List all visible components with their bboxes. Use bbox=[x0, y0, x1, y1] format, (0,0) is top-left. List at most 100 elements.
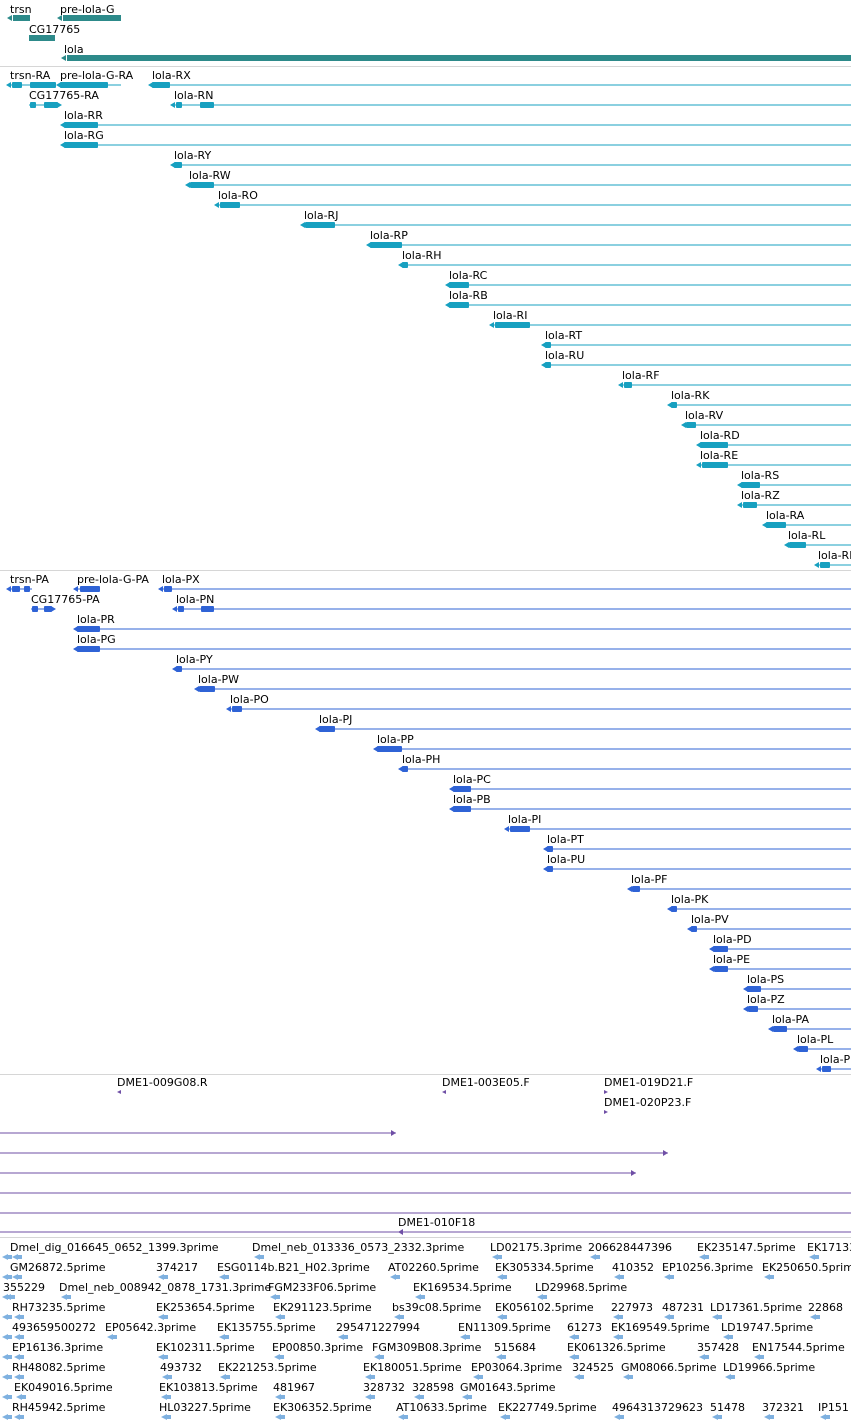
protein-feature[interactable]: lola-PD bbox=[709, 933, 851, 952]
protein-feature[interactable]: lola-PA bbox=[768, 1013, 851, 1032]
est-feature[interactable]: 410352 bbox=[612, 1261, 654, 1280]
gene-feature[interactable]: trsn bbox=[7, 3, 32, 21]
transcript-feature[interactable]: lola-RE bbox=[696, 449, 851, 468]
est-feature[interactable]: EK291123.5prime bbox=[273, 1301, 372, 1320]
transcript-feature[interactable]: lola-RC bbox=[445, 269, 851, 288]
est-feature[interactable]: e bbox=[0, 1301, 12, 1320]
est-feature[interactable]: bs39c08.5prime bbox=[392, 1301, 482, 1320]
est-feature[interactable]: FGM233F06.5prime bbox=[268, 1281, 376, 1300]
transcript-feature[interactable]: lola-RZ bbox=[737, 489, 851, 508]
est-feature[interactable]: e bbox=[0, 1361, 12, 1380]
protein-feature[interactable]: lola-PX bbox=[158, 573, 851, 592]
transcript-feature[interactable]: lola-RP bbox=[366, 229, 851, 248]
est-feature[interactable]: EK169534.5prime bbox=[413, 1281, 512, 1300]
est-feature[interactable]: EK253654.5prime bbox=[156, 1301, 255, 1320]
est-feature[interactable]: 328598 bbox=[412, 1381, 454, 1400]
est-feature[interactable]: AT02260.5prime bbox=[388, 1261, 479, 1280]
transcript-feature[interactable]: lola-RU bbox=[541, 349, 851, 368]
est-feature[interactable]: 357428 bbox=[697, 1341, 739, 1360]
est-feature[interactable]: 515684 bbox=[494, 1341, 536, 1360]
protein-feature[interactable]: lola-PG bbox=[73, 633, 851, 652]
est-feature[interactable]: Dmel_neb_013336_0573_2332.3prime bbox=[252, 1241, 464, 1260]
clone-feature[interactable]: DME1-020P23.F bbox=[604, 1096, 691, 1114]
est-feature[interactable]: 487231 bbox=[662, 1301, 704, 1320]
est-feature[interactable]: EK061326.5prime bbox=[567, 1341, 666, 1360]
transcript-feature[interactable]: lola-RD bbox=[696, 429, 851, 448]
gene-feature[interactable]: CG17765 bbox=[29, 23, 80, 41]
est-feature[interactable]: EP16136.3prime bbox=[12, 1341, 103, 1360]
est-feature[interactable]: Dmel_dig_016645_0652_1399.3prime bbox=[10, 1241, 219, 1260]
est-feature[interactable]: RH48082.5prime bbox=[12, 1361, 106, 1380]
est-feature[interactable]: e bbox=[0, 1261, 12, 1280]
est-feature[interactable]: EK17133 bbox=[807, 1241, 851, 1260]
est-feature[interactable]: EK135755.5prime bbox=[217, 1321, 316, 1340]
est-feature[interactable]: 493659500272 bbox=[12, 1321, 96, 1340]
protein-feature[interactable]: lola-PT bbox=[543, 833, 851, 852]
est-feature[interactable]: 328732 bbox=[363, 1381, 405, 1400]
est-feature[interactable]: 206628447396 bbox=[588, 1241, 672, 1260]
est-feature[interactable]: EK306352.5prime bbox=[273, 1401, 372, 1420]
est-feature[interactable]: 481967 bbox=[273, 1381, 315, 1400]
est-feature[interactable]: EK227749.5prime bbox=[498, 1401, 597, 1420]
est-feature[interactable]: 372321 bbox=[762, 1401, 804, 1420]
est-feature[interactable]: 227973 bbox=[611, 1301, 653, 1320]
transcript-feature[interactable]: lola-RS bbox=[737, 469, 851, 488]
gene-feature[interactable]: lola bbox=[61, 43, 851, 61]
transcript-feature[interactable]: lola-RM bbox=[814, 549, 851, 568]
protein-feature[interactable]: lola-PR bbox=[73, 613, 851, 632]
transcript-feature[interactable]: lola-RN bbox=[170, 89, 851, 108]
protein-feature[interactable]: lola-PC bbox=[449, 773, 851, 792]
est-feature[interactable]: EK103813.5prime bbox=[159, 1381, 258, 1400]
protein-feature[interactable]: lola-PK bbox=[667, 893, 851, 912]
transcript-feature[interactable]: lola-RG bbox=[60, 129, 851, 148]
transcript-feature[interactable]: pre-lola-G-RA bbox=[56, 69, 134, 88]
transcript-feature[interactable]: trsn-RA bbox=[6, 69, 56, 88]
clone-feature[interactable] bbox=[0, 1130, 396, 1136]
transcript-feature[interactable]: lola-RJ bbox=[300, 209, 851, 228]
protein-feature[interactable]: lola-PV bbox=[687, 913, 851, 932]
transcript-feature[interactable]: lola-RT bbox=[541, 329, 851, 348]
est-feature[interactable]: EN17544.5prime bbox=[752, 1341, 845, 1360]
est-feature[interactable]: EN11309.5prime bbox=[458, 1321, 551, 1340]
est-feature[interactable]: EK221253.5prime bbox=[218, 1361, 317, 1380]
gene-feature[interactable]: pre-lola-G bbox=[57, 3, 121, 21]
transcript-feature[interactable]: lola-RF bbox=[618, 369, 851, 388]
est-feature[interactable]: IP151 bbox=[818, 1401, 849, 1420]
est-feature[interactable]: EK250650.5prime bbox=[762, 1261, 851, 1280]
transcript-feature[interactable]: lola-RH bbox=[398, 249, 851, 268]
est-feature[interactable]: LD29968.5prime bbox=[535, 1281, 627, 1300]
est-feature[interactable]: HL03227.5prime bbox=[159, 1401, 251, 1420]
protein-feature[interactable]: lola-PB bbox=[449, 793, 851, 812]
est-feature[interactable]: EP10256.3prime bbox=[662, 1261, 753, 1280]
est-feature[interactable]: LD19966.5prime bbox=[723, 1361, 815, 1380]
transcript-feature[interactable]: lola-RY bbox=[170, 149, 851, 168]
protein-feature[interactable]: lola-PS bbox=[743, 973, 851, 992]
est-feature[interactable]: e bbox=[0, 1341, 12, 1360]
est-feature[interactable]: e bbox=[0, 1401, 12, 1420]
est-feature[interactable]: RH73235.5prime bbox=[12, 1301, 106, 1320]
protein-feature[interactable]: lola-PZ bbox=[743, 993, 851, 1012]
protein-feature[interactable]: lola-PI bbox=[504, 813, 851, 832]
est-feature[interactable]: LD19747.5prime bbox=[721, 1321, 813, 1340]
protein-feature[interactable]: lola-PH bbox=[398, 753, 851, 772]
protein-feature[interactable]: lola-PL bbox=[793, 1033, 851, 1052]
est-feature[interactable]: 4964313729623 bbox=[612, 1401, 703, 1420]
est-feature[interactable]: EK049016.5prime bbox=[14, 1381, 113, 1400]
est-feature[interactable]: LD02175.3prime bbox=[490, 1241, 582, 1260]
est-feature[interactable]: 295471227994 bbox=[336, 1321, 420, 1340]
protein-feature[interactable]: lola-PY bbox=[172, 653, 851, 672]
protein-feature[interactable]: CG17765-PA bbox=[31, 593, 100, 612]
clone-feature[interactable] bbox=[0, 1170, 636, 1176]
protein-feature[interactable]: lola-PN bbox=[172, 593, 851, 612]
est-feature[interactable]: e bbox=[0, 1321, 12, 1340]
clone-feature[interactable] bbox=[0, 1150, 668, 1156]
est-feature[interactable]: EP03064.3prime bbox=[471, 1361, 562, 1380]
transcript-feature[interactable]: lola-RR bbox=[60, 109, 851, 128]
est-feature[interactable]: EK102311.5prime bbox=[156, 1341, 255, 1360]
est-feature[interactable]: Dmel_neb_008942_0878_1731.3prime bbox=[59, 1281, 271, 1300]
protein-feature[interactable]: lola-PJ bbox=[315, 713, 851, 732]
transcript-feature[interactable]: lola-RI bbox=[489, 309, 851, 328]
transcript-feature[interactable]: lola-RL bbox=[784, 529, 851, 548]
protein-feature[interactable]: lola-PE bbox=[709, 953, 851, 972]
clone-feature[interactable]: DME1-009G08.R bbox=[117, 1076, 208, 1094]
